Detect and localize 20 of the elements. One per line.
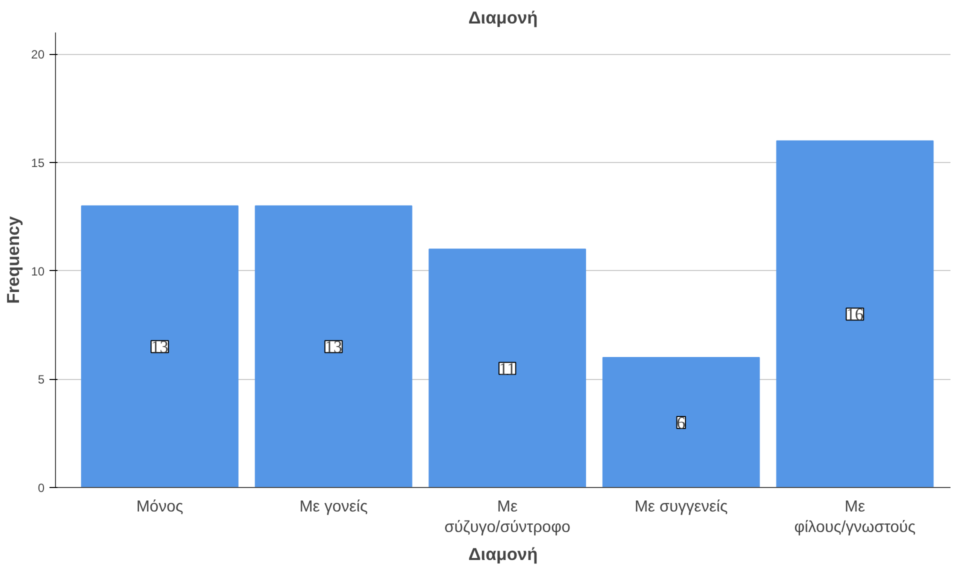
y-tick-label: 20 bbox=[31, 48, 45, 62]
bar bbox=[81, 205, 238, 488]
x-tick-label: Με σύζυγο/σύντροφο bbox=[444, 498, 570, 536]
y-tick-label: 10 bbox=[31, 264, 45, 278]
bar bbox=[428, 248, 586, 488]
y-tick-label: 0 bbox=[38, 481, 45, 495]
y-tick-label: 5 bbox=[38, 372, 45, 387]
y-tick-label: 15 bbox=[31, 156, 45, 170]
y-axis-title: Frequency bbox=[3, 216, 24, 304]
chart-title: Διαμονή bbox=[468, 8, 538, 28]
data-label: 11 bbox=[499, 359, 516, 378]
x-tick-label: Με συγγενείς bbox=[634, 498, 728, 516]
bar bbox=[254, 205, 412, 488]
x-axis-title: Διαμονή bbox=[468, 544, 538, 564]
x-tick-label: Με φίλους/γνωστούς bbox=[794, 498, 916, 536]
bar bbox=[776, 140, 934, 488]
data-label: 6 bbox=[676, 414, 686, 432]
x-tick-label: Μόνος bbox=[136, 498, 184, 516]
bar bbox=[602, 357, 760, 488]
x-tick-label: Με γονείς bbox=[299, 498, 368, 516]
